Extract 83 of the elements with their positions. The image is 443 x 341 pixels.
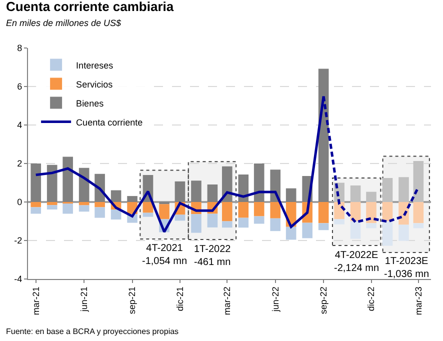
x-tick-label: jun-21: [78, 286, 89, 313]
bar: [94, 207, 105, 218]
bar: [270, 218, 281, 232]
bar: [398, 177, 409, 202]
bar: [366, 192, 376, 202]
chart-subtitle: En miles de millones de US$: [6, 18, 122, 28]
bar: [94, 202, 105, 208]
y-tick-label: -2: [14, 236, 22, 246]
bar: [413, 223, 424, 228]
legend-label: Servicios: [76, 79, 114, 90]
bar: [46, 205, 58, 210]
y-tick-label: 0: [17, 197, 22, 208]
bar: [334, 202, 344, 220]
bar: [334, 219, 344, 224]
bar: [366, 202, 376, 224]
bar: [254, 164, 264, 202]
bar: [318, 223, 329, 230]
y-tick-label: 2: [17, 158, 22, 169]
bar: [222, 166, 232, 202]
bar: [30, 164, 42, 202]
bar: [254, 216, 264, 224]
bar: [46, 164, 58, 202]
bar: [62, 204, 73, 214]
bar: [382, 178, 393, 202]
bar: [366, 223, 376, 228]
band-label: 4T-2022E -2,124 mn: [334, 250, 380, 274]
bar: [159, 204, 170, 220]
x-tick-label: jun-22: [270, 286, 280, 313]
y-tick-label: 4: [17, 120, 22, 130]
bar: [413, 161, 424, 202]
bar: [110, 210, 122, 220]
band-label: 1T-2023E -1,036 mn: [384, 256, 430, 280]
bar: [382, 202, 393, 222]
bar: [30, 207, 42, 214]
bar: [238, 174, 249, 202]
bar: [222, 202, 232, 222]
bar: [350, 221, 361, 239]
bar: [286, 226, 296, 240]
bar: [191, 214, 202, 233]
band-label: 4T-2021 -1,054 mn: [142, 243, 188, 267]
source-note: Fuente: en base a BCRA y proyecciones propias: [6, 327, 179, 336]
bar: [286, 188, 296, 202]
bar: [398, 224, 409, 241]
bar: [270, 202, 281, 218]
legend-label: Cuenta corriente: [76, 117, 143, 128]
x-tick-label: mar-23: [413, 286, 424, 316]
bar: [142, 202, 154, 213]
bar: [46, 202, 58, 206]
band-label: 1T-2022 -461 mn: [194, 244, 232, 268]
x-tick-label: dic-22: [366, 286, 376, 312]
bar: [413, 202, 424, 224]
bar: [142, 212, 154, 217]
legend-label: Bienes: [76, 98, 104, 108]
bar: [78, 205, 90, 212]
bar: [350, 185, 361, 202]
x-tick-label: sep-22: [318, 286, 328, 314]
x-tick-label: mar-22: [222, 286, 232, 316]
bar: [207, 214, 218, 228]
bar: [30, 202, 42, 208]
bar: [191, 180, 202, 202]
x-tick-label: dic-21: [174, 286, 185, 312]
x-tick-label: mar-21: [30, 286, 41, 316]
bar: [382, 221, 393, 246]
bar: [302, 222, 312, 238]
bar: [62, 156, 73, 202]
bar: [110, 190, 122, 202]
bar: [318, 202, 329, 224]
bar: [238, 202, 249, 218]
legend-label: Intereses: [76, 60, 114, 70]
y-tick-label: -4: [14, 274, 22, 284]
y-tick-label: 8: [17, 43, 22, 54]
bar: [207, 184, 218, 202]
x-tick-label: sep-21: [127, 286, 138, 314]
chart-title: Cuenta corriente cambiaria: [6, 0, 174, 14]
bar: [78, 202, 90, 206]
bar: [350, 202, 361, 222]
bar: [174, 214, 186, 221]
bar: [254, 202, 264, 216]
bar: [127, 196, 138, 202]
bar: [174, 181, 186, 202]
bar: [222, 221, 232, 228]
bar: [238, 218, 249, 228]
y-tick-label: 6: [17, 82, 22, 92]
